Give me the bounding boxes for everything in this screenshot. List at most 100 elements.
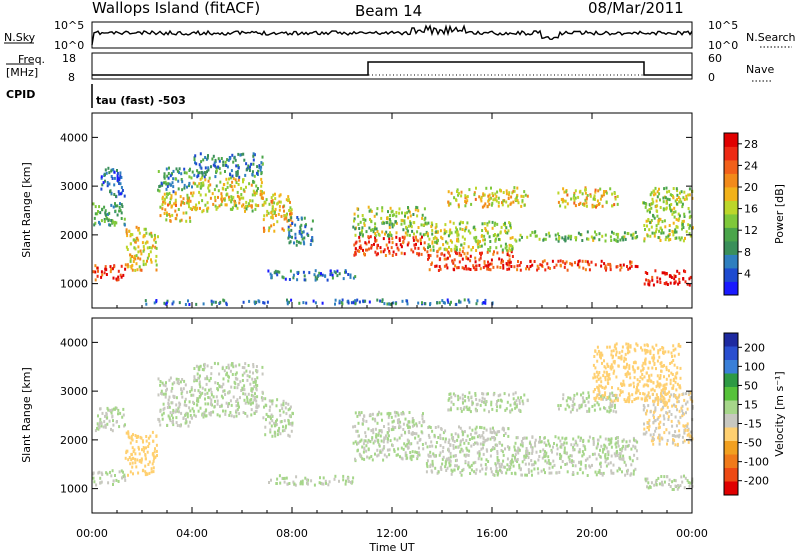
velocity-cell bbox=[515, 449, 518, 453]
power-cell bbox=[461, 235, 464, 239]
velocity-cell bbox=[662, 395, 665, 399]
power-cell bbox=[104, 211, 107, 215]
velocity-cell bbox=[676, 434, 679, 438]
power-cell bbox=[451, 240, 453, 244]
power-cell bbox=[429, 244, 431, 248]
velocity-cell bbox=[422, 447, 425, 451]
velocity-cell bbox=[373, 439, 376, 443]
power-cell bbox=[653, 231, 656, 235]
power-cell bbox=[682, 239, 685, 243]
velocity-cell bbox=[635, 342, 638, 346]
velocity-cell bbox=[617, 364, 620, 368]
velocity-cell bbox=[688, 484, 691, 488]
power-cell bbox=[569, 262, 572, 266]
velocity-cell bbox=[457, 398, 460, 402]
power-cell bbox=[235, 181, 238, 184]
power-cell bbox=[689, 224, 692, 228]
velocity-cell bbox=[390, 428, 393, 432]
velocity-cell bbox=[234, 382, 237, 386]
velocity-colorbar-tick-label: -100 bbox=[744, 456, 769, 469]
power-cell bbox=[682, 226, 685, 229]
power-cell bbox=[646, 224, 648, 228]
power-cell bbox=[131, 268, 134, 272]
velocity-cell bbox=[514, 402, 517, 406]
velocity-cell bbox=[636, 388, 639, 392]
power-cell bbox=[249, 165, 251, 169]
power-cell bbox=[243, 206, 246, 210]
power-cell bbox=[436, 301, 439, 305]
power-cell bbox=[623, 235, 626, 239]
velocity-cell bbox=[518, 448, 521, 452]
velocity-cell bbox=[667, 369, 670, 373]
power-cell bbox=[364, 241, 367, 245]
velocity-cell bbox=[134, 434, 137, 437]
velocity-cell bbox=[669, 485, 672, 488]
velocity-cell bbox=[571, 404, 574, 408]
power-colorbar-frame bbox=[723, 132, 739, 296]
power-cell bbox=[140, 268, 143, 272]
power-cell bbox=[373, 214, 376, 218]
velocity-cell bbox=[461, 469, 464, 473]
power-cell bbox=[358, 300, 361, 304]
power-cell bbox=[361, 214, 364, 217]
power-cell bbox=[168, 213, 171, 216]
velocity-cell bbox=[531, 435, 534, 439]
velocity-cell bbox=[162, 402, 165, 406]
velocity-cell bbox=[582, 444, 585, 448]
power-cell bbox=[520, 204, 523, 208]
velocity-cell bbox=[400, 433, 403, 437]
velocity-colorbar-tick-label: -50 bbox=[744, 437, 762, 450]
velocity-cell bbox=[124, 423, 126, 427]
velocity-cell bbox=[655, 396, 658, 400]
velocity-cell bbox=[674, 375, 677, 379]
velocity-cell bbox=[372, 431, 375, 435]
velocity-cell bbox=[514, 455, 516, 459]
velocity-cell bbox=[599, 465, 602, 469]
velocity-cell bbox=[146, 450, 149, 454]
velocity-cell bbox=[649, 349, 652, 353]
power-cell bbox=[446, 241, 449, 245]
velocity-cell bbox=[496, 450, 499, 453]
velocity-cell bbox=[216, 382, 219, 385]
power-cell bbox=[305, 301, 308, 305]
power-cell bbox=[416, 252, 419, 256]
power-cell bbox=[491, 192, 494, 196]
power-cell bbox=[274, 197, 277, 201]
power-cell bbox=[485, 264, 488, 268]
velocity-cell bbox=[241, 373, 244, 377]
velocity-cell bbox=[444, 437, 447, 441]
velocity-cell bbox=[617, 356, 620, 360]
power-cell bbox=[270, 224, 273, 228]
power-cell bbox=[191, 170, 194, 174]
velocity-cell bbox=[671, 354, 673, 358]
power-cell bbox=[334, 298, 337, 302]
power-cell bbox=[296, 216, 299, 219]
power-cell bbox=[645, 202, 648, 206]
velocity-cell bbox=[283, 419, 286, 423]
velocity-cell bbox=[103, 420, 106, 424]
velocity-cell bbox=[411, 431, 414, 435]
velocity-cell bbox=[396, 438, 399, 442]
power-cell bbox=[197, 171, 200, 175]
velocity-cell bbox=[383, 436, 386, 440]
power-cell bbox=[422, 246, 425, 250]
velocity-cell bbox=[530, 459, 533, 462]
power-cell bbox=[120, 217, 123, 220]
velocity-cell bbox=[599, 455, 602, 459]
power-cell bbox=[223, 198, 226, 202]
velocity-cell bbox=[663, 364, 665, 368]
power-cell bbox=[302, 301, 305, 305]
velocity-cell bbox=[406, 445, 409, 449]
velocity-cell bbox=[246, 397, 249, 401]
velocity-cell bbox=[428, 435, 431, 439]
velocity-cell bbox=[507, 434, 510, 438]
velocity-cell bbox=[469, 472, 472, 475]
power-cell bbox=[429, 254, 432, 258]
velocity-cell bbox=[647, 486, 650, 490]
velocity-cell bbox=[158, 419, 161, 423]
power-cell bbox=[110, 191, 113, 195]
power-cell bbox=[516, 193, 519, 197]
power-cell bbox=[548, 234, 551, 238]
velocity-cell bbox=[599, 376, 602, 380]
velocity-cell bbox=[403, 442, 406, 446]
